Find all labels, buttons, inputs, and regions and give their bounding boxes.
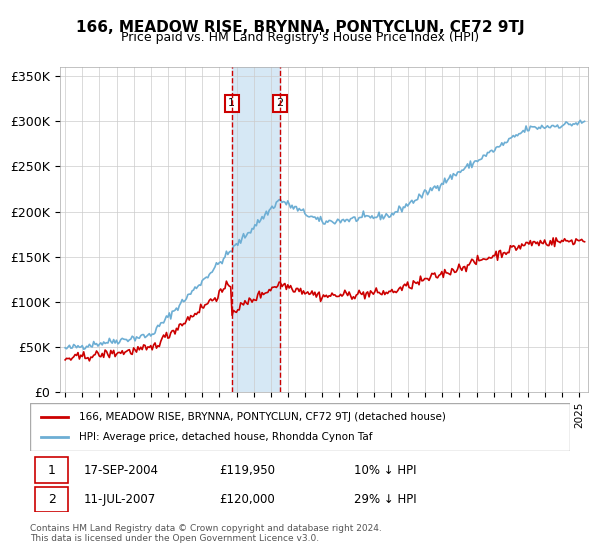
Text: 2: 2: [277, 99, 284, 108]
FancyBboxPatch shape: [35, 457, 68, 483]
Text: 17-SEP-2004: 17-SEP-2004: [84, 464, 159, 477]
FancyBboxPatch shape: [30, 403, 570, 451]
Text: £119,950: £119,950: [219, 464, 275, 477]
Text: HPI: Average price, detached house, Rhondda Cynon Taf: HPI: Average price, detached house, Rhon…: [79, 432, 372, 442]
Text: 2: 2: [47, 493, 56, 506]
FancyBboxPatch shape: [35, 487, 68, 512]
Text: 166, MEADOW RISE, BRYNNA, PONTYCLUN, CF72 9TJ (detached house): 166, MEADOW RISE, BRYNNA, PONTYCLUN, CF7…: [79, 412, 445, 422]
Bar: [232, 67, 280, 392]
Text: 11-JUL-2007: 11-JUL-2007: [84, 493, 156, 506]
Text: Price paid vs. HM Land Registry's House Price Index (HPI): Price paid vs. HM Land Registry's House …: [121, 31, 479, 44]
Text: £120,000: £120,000: [219, 493, 275, 506]
Text: 1: 1: [228, 99, 235, 108]
Text: Contains HM Land Registry data © Crown copyright and database right 2024.
This d: Contains HM Land Registry data © Crown c…: [30, 524, 382, 543]
Text: 10% ↓ HPI: 10% ↓ HPI: [354, 464, 416, 477]
Text: 29% ↓ HPI: 29% ↓ HPI: [354, 493, 416, 506]
Text: 1: 1: [47, 464, 56, 477]
Text: 166, MEADOW RISE, BRYNNA, PONTYCLUN, CF72 9TJ: 166, MEADOW RISE, BRYNNA, PONTYCLUN, CF7…: [76, 20, 524, 35]
